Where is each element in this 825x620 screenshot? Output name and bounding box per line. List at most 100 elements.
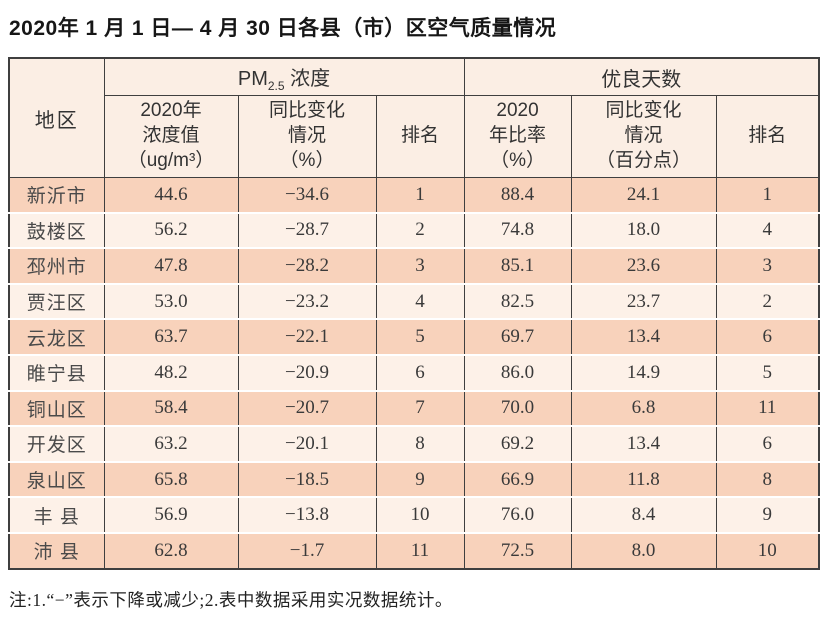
- good-rank-cell: 9: [716, 497, 820, 534]
- header-pm-rank: 排名: [376, 95, 465, 178]
- good-change-cell: 13.4: [571, 426, 717, 463]
- pm-rank-cell: 7: [376, 390, 465, 428]
- pm-change-cell: −22.1: [238, 319, 377, 356]
- good-change-cell: 6.8: [571, 390, 717, 428]
- good-rank-cell: 6: [716, 426, 820, 463]
- table-row: 睢宁县 48.2 −20.9 6 86.0 14.9 5: [9, 354, 820, 392]
- pm-value-cell: 56.2: [104, 212, 239, 250]
- good-ratio-cell: 66.9: [464, 461, 572, 499]
- pm-value-cell: 65.8: [104, 461, 239, 499]
- good-change-cell: 23.7: [571, 283, 717, 321]
- region-cell: 鼓楼区: [9, 212, 105, 250]
- good-rank-cell: 3: [716, 248, 820, 285]
- pm-value-cell: 53.0: [104, 283, 239, 321]
- pm-rank-cell: 3: [376, 248, 465, 285]
- pm-value-cell: 47.8: [104, 248, 239, 285]
- pm-rank-cell: 1: [376, 177, 465, 214]
- table-row: 泉山区 65.8 −18.5 9 66.9 11.8 8: [9, 461, 820, 499]
- good-change-cell: 13.4: [571, 319, 717, 356]
- header-group-pm25: PM2.5 浓度: [104, 58, 465, 96]
- table-header: 地区 PM2.5 浓度 优良天数 2020年 浓度值 （ug/m³） 同比变化 …: [9, 58, 820, 178]
- good-ratio-cell: 72.5: [464, 532, 572, 569]
- region-cell: 开发区: [9, 426, 105, 463]
- good-ratio-cell: 70.0: [464, 390, 572, 428]
- good-change-cell: 8.4: [571, 497, 717, 534]
- pm-rank-cell: 8: [376, 426, 465, 463]
- pm-rank-cell: 5: [376, 319, 465, 356]
- good-rank-cell: 5: [716, 354, 820, 392]
- good-ratio-cell: 74.8: [464, 212, 572, 250]
- header-pm-value: 2020年 浓度值 （ug/m³）: [104, 95, 239, 178]
- good-rank-cell: 11: [716, 390, 820, 428]
- table-row: 鼓楼区 56.2 −28.7 2 74.8 18.0 4: [9, 212, 820, 250]
- header-sub-row: 2020年 浓度值 （ug/m³） 同比变化 情况 （%） 排名 2020 年比…: [9, 95, 820, 178]
- good-rank-cell: 8: [716, 461, 820, 499]
- pm-rank-cell: 10: [376, 497, 465, 534]
- pm-change-cell: −1.7: [238, 532, 377, 569]
- pm-rank-cell: 6: [376, 354, 465, 392]
- table-row: 丰 县 56.9 −13.8 10 76.0 8.4 9: [9, 497, 820, 534]
- pm-change-cell: −13.8: [238, 497, 377, 534]
- good-rank-cell: 10: [716, 532, 820, 569]
- pm-rank-cell: 11: [376, 532, 465, 569]
- header-good-ratio: 2020 年比率 （%）: [464, 95, 572, 178]
- table-row: 邳州市 47.8 −28.2 3 85.1 23.6 3: [9, 248, 820, 285]
- pm-change-cell: −20.7: [238, 390, 377, 428]
- pm-value-cell: 63.2: [104, 426, 239, 463]
- pm-value-cell: 58.4: [104, 390, 239, 428]
- good-ratio-cell: 82.5: [464, 283, 572, 321]
- good-rank-cell: 6: [716, 319, 820, 356]
- header-region: 地区: [9, 58, 105, 178]
- good-change-cell: 18.0: [571, 212, 717, 250]
- good-rank-cell: 1: [716, 177, 820, 214]
- pm-change-cell: −28.2: [238, 248, 377, 285]
- pm-change-cell: −20.9: [238, 354, 377, 392]
- footnote: 注:1.“−”表示下降或减少;2.表中数据采用实况数据统计。: [9, 589, 453, 610]
- air-quality-table: 地区 PM2.5 浓度 优良天数 2020年 浓度值 （ug/m³） 同比变化 …: [8, 57, 821, 570]
- table-row: 贾汪区 53.0 −23.2 4 82.5 23.7 2: [9, 283, 820, 321]
- page-title: 2020年 1 月 1 日— 4 月 30 日各县（市）区空气质量情况: [9, 17, 557, 40]
- pm25-label-subscript: 2.5: [267, 78, 285, 93]
- good-change-cell: 14.9: [571, 354, 717, 392]
- region-cell: 沛 县: [9, 532, 105, 569]
- pm-rank-cell: 4: [376, 283, 465, 321]
- good-ratio-cell: 88.4: [464, 177, 572, 214]
- pm-value-cell: 48.2: [104, 354, 239, 392]
- region-cell: 云龙区: [9, 319, 105, 356]
- table-row: 开发区 63.2 −20.1 8 69.2 13.4 6: [9, 426, 820, 463]
- good-change-cell: 23.6: [571, 248, 717, 285]
- region-cell: 泉山区: [9, 461, 105, 499]
- pm-rank-cell: 2: [376, 212, 465, 250]
- good-rank-cell: 4: [716, 212, 820, 250]
- pm25-label-rest: 浓度: [284, 67, 331, 90]
- good-change-cell: 24.1: [571, 177, 717, 214]
- region-cell: 新沂市: [9, 177, 105, 214]
- pm-change-cell: −28.7: [238, 212, 377, 250]
- pm-change-cell: −34.6: [238, 177, 377, 214]
- table-body: 新沂市 44.6 −34.6 1 88.4 24.1 1 鼓楼区 56.2 −28.7 2 74.8 1…: [9, 177, 820, 569]
- good-ratio-cell: 85.1: [464, 248, 572, 285]
- region-cell: 邳州市: [9, 248, 105, 285]
- pm-value-cell: 44.6: [104, 177, 239, 214]
- good-change-cell: 11.8: [571, 461, 717, 499]
- pm-value-cell: 63.7: [104, 319, 239, 356]
- header-good-rank: 排名: [716, 95, 820, 178]
- region-cell: 睢宁县: [9, 354, 105, 392]
- region-cell: 贾汪区: [9, 283, 105, 321]
- pm-value-cell: 56.9: [104, 497, 239, 534]
- pm25-label-main: PM: [237, 67, 268, 90]
- pm-change-cell: −18.5: [238, 461, 377, 499]
- good-ratio-cell: 86.0: [464, 354, 572, 392]
- header-group-row: 地区 PM2.5 浓度 优良天数: [9, 58, 820, 178]
- header-good-change: 同比变化 情况 （百分点）: [571, 95, 717, 178]
- pm-change-cell: −23.2: [238, 283, 377, 321]
- region-cell: 铜山区: [9, 390, 105, 428]
- pm-rank-cell: 9: [376, 461, 465, 499]
- table-row: 云龙区 63.7 −22.1 5 69.7 13.4 6: [9, 319, 820, 356]
- header-group-good-days: 优良天数: [464, 58, 820, 96]
- table-row: 沛 县 62.8 −1.7 11 72.5 8.0 10: [9, 532, 820, 569]
- good-change-cell: 8.0: [571, 532, 717, 569]
- good-rank-cell: 2: [716, 283, 820, 321]
- header-pm-change: 同比变化 情况 （%）: [238, 95, 377, 178]
